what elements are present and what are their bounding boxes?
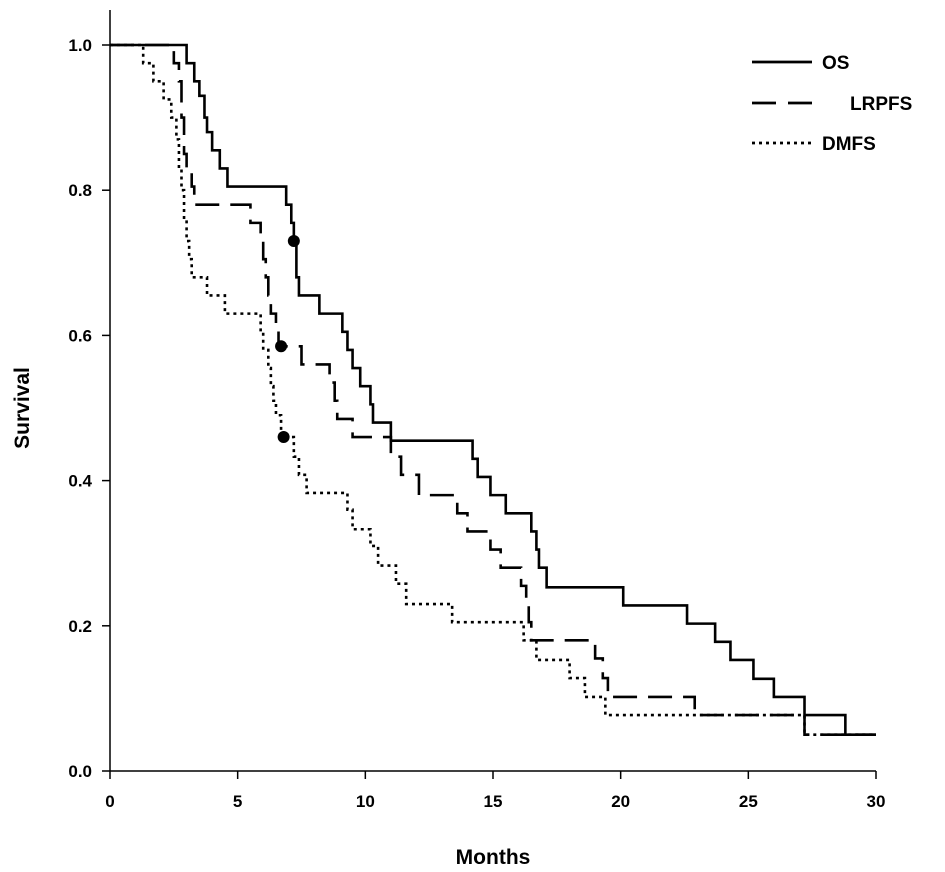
axes: 0 5 10 15 20 25 30 0.0 0.2 0.4 0.6 0.8 1.0 Months Surv… (11, 10, 885, 869)
series-lrpfs-censor-marker (275, 340, 288, 353)
series-lrpfs-line (110, 43, 876, 736)
y-tick-label: 0.8 (68, 181, 92, 200)
x-tick-label: 30 (867, 792, 886, 811)
legend-dmfs-label: DMFS (822, 134, 876, 155)
x-tick-label: 20 (611, 792, 630, 811)
series-dmfs-censor-marker (277, 431, 290, 444)
x-axis-title: Months (456, 846, 531, 869)
y-tick-label: 1.0 (68, 36, 92, 55)
y-tick-label: 0.4 (68, 472, 92, 491)
series-os-line (110, 43, 876, 736)
series-dmfs-line (110, 43, 876, 736)
series-layer (110, 43, 876, 736)
series-os-censor-marker (287, 235, 300, 248)
y-tick-label: 0.0 (68, 762, 92, 781)
y-tick-label: 0.6 (68, 326, 92, 345)
legend-lrpfs-label: LRPFS (850, 94, 912, 115)
legend-os-label: OS (822, 53, 849, 74)
y-tick-label: 0.2 (68, 617, 92, 636)
x-tick-label: 0 (105, 792, 114, 811)
x-tick-label: 5 (233, 792, 242, 811)
x-tick-label: 25 (739, 792, 758, 811)
x-tick-label: 15 (484, 792, 503, 811)
x-tick-label: 10 (356, 792, 375, 811)
y-axis-title: Survival (11, 367, 34, 449)
